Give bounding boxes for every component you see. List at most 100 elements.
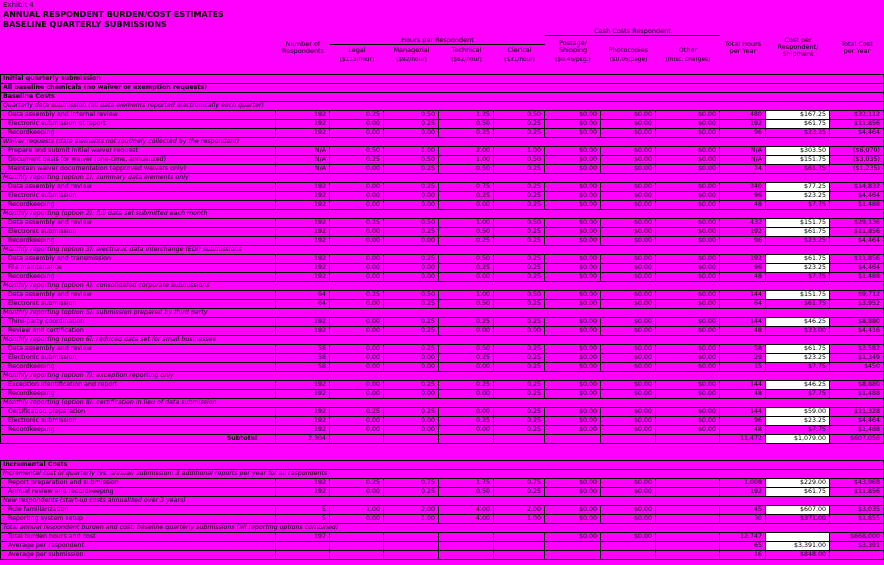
cell: 0.00 (330, 354, 384, 362)
row-label: Document basis for waiver (one-time, ann… (1, 156, 276, 164)
cell: 96 (720, 237, 766, 245)
cell (330, 533, 384, 541)
cell: 0.00 (330, 255, 384, 263)
cell: $0.00 (545, 533, 601, 541)
cell: N/A (276, 165, 330, 173)
cell (656, 551, 720, 559)
cell: $0.00 (656, 273, 720, 281)
cell: 0.25 (330, 111, 384, 119)
cell: 0.25 (494, 300, 545, 308)
cell: $3,035 (830, 506, 884, 514)
col-rate-postage: ($0.46/pkg.) (555, 57, 591, 63)
cell: 192 (276, 479, 330, 487)
row-label: Data assembly and transmission (1, 255, 276, 263)
cell: $0.00 (545, 488, 601, 496)
col-header-total-hours-1: Total Hours (724, 41, 762, 48)
cell: 0.00 (384, 426, 439, 434)
cell: $0.00 (545, 165, 601, 173)
row-label: Reporting system setup (1, 515, 276, 523)
cell: 0.25 (384, 228, 439, 236)
cell: 192 (276, 183, 330, 191)
cell: 0.00 (330, 273, 384, 281)
cell: 45 (720, 506, 766, 514)
cell: 192 (276, 255, 330, 263)
cell: $0.00 (656, 417, 720, 425)
cell: $1,855 (830, 515, 884, 523)
subtotal-row: Subtotal 2,304 11,472 $1,079.00 $607,056 (1, 435, 884, 444)
cell: 0.00 (330, 192, 384, 200)
cell (830, 551, 884, 559)
cell: N/A (720, 147, 766, 155)
cell: 0.25 (330, 291, 384, 299)
cell: 0.25 (494, 417, 545, 425)
table-row: Data assembly and review 192 0.25 0.50 1.00 0… (1, 219, 884, 228)
cell: $46.25 (766, 318, 830, 326)
col-header-clerical: Clerical (507, 47, 532, 54)
cell: 0.25 (494, 129, 545, 137)
cell: $0.00 (545, 264, 601, 272)
sub-row: Total annual respondent burden and cost:… (1, 524, 884, 533)
cell: $0.00 (545, 228, 601, 236)
cell: 0.00 (439, 201, 494, 209)
cell (656, 533, 720, 541)
cell (330, 542, 384, 550)
cell: 0.25 (439, 417, 494, 425)
section-label: Monthly reporting (option 1): summary da… (1, 174, 884, 182)
cell: $1,488 (830, 201, 884, 209)
cell (494, 542, 545, 550)
table-row: Rule familiarization 5 1.00 2.00 4.00 2.00 $0.… (1, 506, 884, 515)
cell: 192 (276, 120, 330, 128)
cell: 2.00 (439, 147, 494, 155)
cell (656, 542, 720, 550)
cell: $0.00 (545, 147, 601, 155)
cell: 0.50 (384, 219, 439, 227)
exhibit-label: Exhibit 4 (3, 1, 34, 9)
cell: 192 (276, 327, 330, 335)
section-label: Waiver requests (data elements not routi… (1, 138, 884, 146)
cell: 0.25 (494, 120, 545, 128)
cell: $61.75 (766, 120, 830, 128)
table-row: Electronic submission 192 0.00 0.25 0.50 0.25… (1, 228, 884, 237)
cell: 29 (720, 354, 766, 362)
col-rate-photocopies: ($0.05/page) (609, 57, 648, 63)
row-label: Electronic submission (1, 300, 276, 308)
cell: $0.00 (656, 264, 720, 272)
table-row: Maintain waiver documentation (approved … (1, 165, 884, 174)
cell: 58 (720, 345, 766, 353)
cell: $848.00 (766, 551, 830, 559)
table-row: Annual review and recordkeeping 192 0.00 0.… (1, 488, 884, 497)
cell (439, 551, 494, 559)
cell: 0.00 (439, 426, 494, 434)
cell: 192 (276, 381, 330, 389)
cell: 0.00 (384, 129, 439, 137)
row-label: Average per respondent (1, 542, 276, 550)
cell: $0.00 (601, 390, 656, 398)
table-row: Recordkeeping 192 0.00 0.00 0.25 0.25 $0.00 $0.… (1, 129, 884, 138)
cell: N/A (276, 147, 330, 155)
cell: 58 (276, 363, 330, 371)
row-label: Data assembly and internal review (1, 111, 276, 119)
row-label: Annual review and recordkeeping (1, 488, 276, 496)
page-subtitle: BASELINE QUARTERLY SUBMISSIONS (3, 20, 167, 29)
cell (601, 542, 656, 550)
cell: 0.25 (384, 165, 439, 173)
cell: 0.25 (494, 165, 545, 173)
cell (494, 435, 545, 443)
cell: 144 (720, 381, 766, 389)
cell: 0.25 (439, 354, 494, 362)
section-label: Initial quarterly submission (1, 75, 884, 83)
cell (330, 435, 384, 443)
cell: 0.00 (330, 120, 384, 128)
cell: 0.25 (494, 318, 545, 326)
sub-row: Monthly reporting (option 1): summary da… (1, 174, 884, 183)
table-header: Cash Costs Respondent Hours per Responde… (0, 0, 884, 74)
cell: 1.00 (439, 291, 494, 299)
col-header-technical: Technical (451, 47, 482, 54)
section-label: Monthly reporting (option 8): certificat… (1, 399, 884, 407)
cell: 0.25 (384, 488, 439, 496)
col-header-cost-per-3: Shipment (782, 51, 814, 58)
cell: 1.00 (384, 515, 439, 523)
cell: $0.00 (545, 111, 601, 119)
cell: 0.00 (330, 318, 384, 326)
cell: $151.75 (766, 156, 830, 164)
